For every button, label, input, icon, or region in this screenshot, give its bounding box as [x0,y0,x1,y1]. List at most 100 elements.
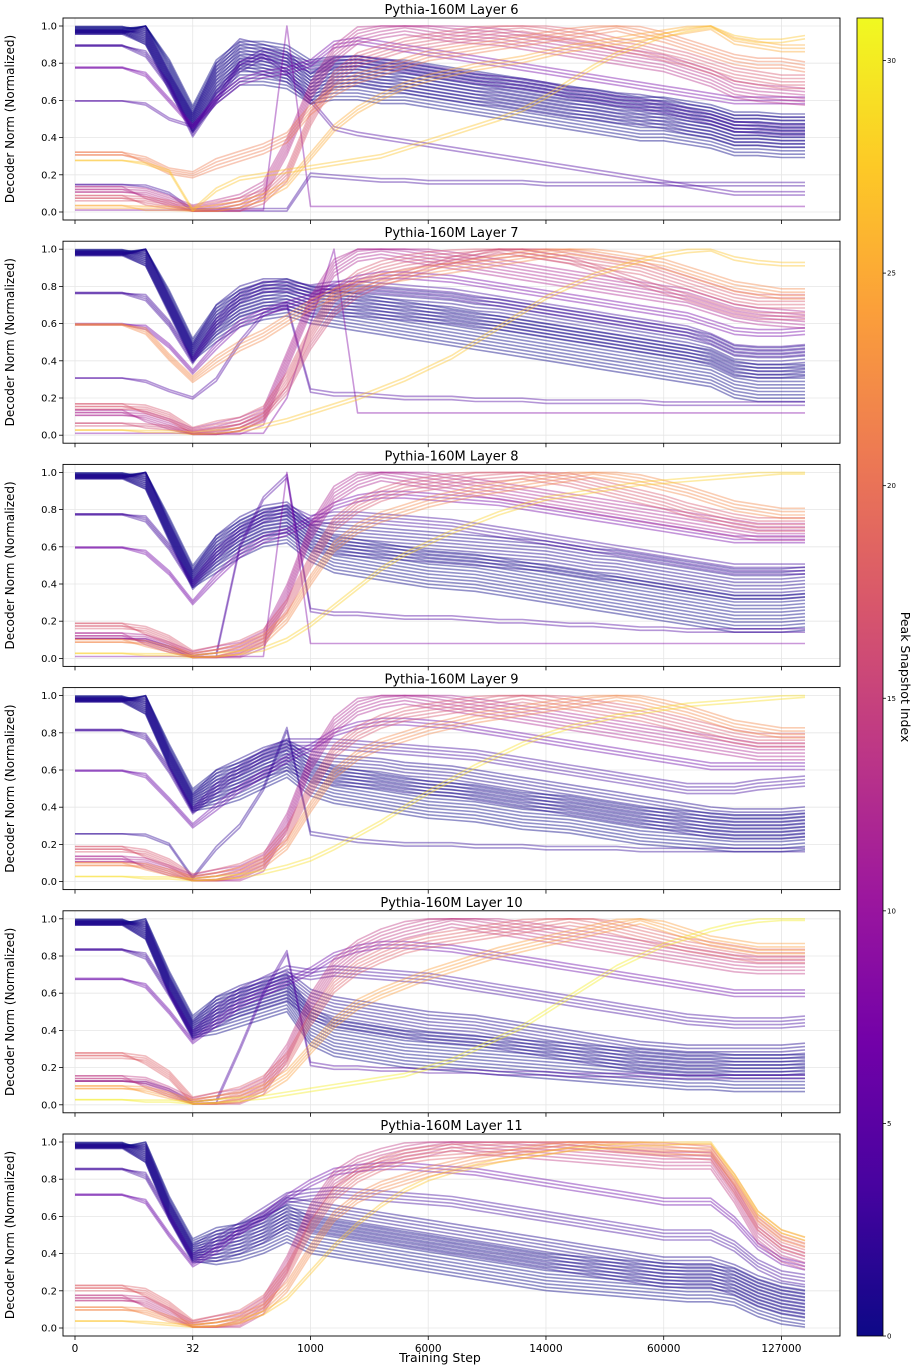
series-line-peak-1 [75,254,806,379]
y-tick-label: 0.8 [41,59,57,70]
series-line-peak-0 [75,472,806,617]
series-line-peak-0 [75,249,805,379]
panel-frame [62,463,841,667]
series-line-peak-3 [75,1168,806,1286]
series-line-peak-3 [75,510,805,586]
series-line-peak-29 [75,696,806,882]
series-line-peak-1 [75,248,806,349]
series-line-peak-17 [75,33,805,212]
series-line-peak-22 [75,248,805,378]
series-line-peak-14 [75,926,805,1105]
series-line-peak-0 [75,471,806,597]
y-tick-label: 0.0 [41,877,57,888]
series-line-peak-17 [75,694,805,877]
series-line-peak-12 [75,694,805,876]
series-line-peak-0 [75,249,805,376]
series-line-peak-3 [75,287,806,363]
series-line-peak-1 [75,697,806,814]
series-line-peak-7 [75,493,805,604]
series-line-peak-6 [75,1165,806,1268]
series-line-peak-22 [75,471,805,657]
series-line-peak-22 [75,1146,806,1328]
series-line-peak-0 [75,472,806,607]
series-line-peak-4 [75,53,805,193]
y-tick-label: 0.8 [41,728,57,739]
series-line-peak-0 [75,30,805,155]
panel-title: Pythia-160M Layer 6 [385,3,519,18]
series-line-peak-0 [75,695,806,823]
series-line-peak-27 [75,25,806,210]
series-line-peak-6 [75,717,805,825]
series-line-peak-29 [75,694,806,880]
series-line-peak-1 [75,471,806,573]
series-line-peak-0 [75,697,806,843]
series-line-peak-0 [75,697,806,826]
series-line-peak-22 [75,250,805,382]
colorbar-tick-label: 5 [887,1120,891,1128]
series-line-peak-3 [75,280,806,359]
series-line-peak-3 [75,283,806,361]
y-tick-label: 0.2 [41,394,57,405]
y-tick-label: 0.4 [41,133,57,144]
panel-layer-9: Pythia-160M Layer 9 Decoder Norm (Normali… [3,673,841,894]
series-line-peak-1 [75,251,806,359]
series-line-peak-22 [75,696,805,882]
series-line-peak-12 [75,248,806,430]
series-line-peak-0 [75,476,806,630]
series-line-peak-1 [75,250,806,356]
series-line-peak-17 [75,694,805,879]
series-line-peak-0 [75,31,805,159]
series-line-peak-1 [75,252,806,372]
series-line-peak-22 [75,248,805,380]
series-line-peak-0 [75,920,805,1083]
series-line-peak-0 [75,25,805,135]
series-line-peak-0 [75,248,805,373]
series-line-peak-0 [75,917,805,1056]
series-line-peak-1 [75,30,805,128]
series-line-peak-14 [75,1141,806,1326]
series-line-peak-1 [75,474,806,580]
series-line-peak-0 [75,695,806,833]
series-line-peak-12 [75,248,806,432]
series-line-peak-0 [75,1144,806,1322]
series-line-peak-12 [75,250,806,436]
panel-title: Pythia-160M Layer 8 [385,449,519,464]
series-line-peak-1 [75,31,805,142]
panel-title: Pythia-160M Layer 10 [380,896,522,911]
series-line-peak-0 [75,694,806,820]
x-tick-label: 0 [72,1343,79,1355]
series-line-peak-18 [75,917,805,1098]
series-line-peak-3 [75,175,805,212]
series-line-peak-16 [75,248,805,433]
y-tick-label: 0.6 [41,766,57,777]
series-line-peak-17 [75,694,805,875]
series-line-peak-4 [75,949,805,1103]
series-line-peak-1 [75,1143,806,1288]
colorbar-tick-label: 15 [887,695,896,703]
series-line-peak-0 [75,699,806,850]
series-line-peak-1 [75,476,806,597]
colorbar: 0 5 10 15 20 25 30 Peak Snapshot Index [856,17,913,1341]
series-line-peak-17 [75,471,805,656]
series-line-peak-4 [75,476,805,659]
series-line-peak-1 [75,253,806,376]
series-line-peak-0 [75,919,805,1079]
y-tick-label: 0.4 [41,803,57,814]
series-line-peak-1 [75,32,805,145]
series-line-peak-12 [75,471,805,653]
series-group [75,248,806,436]
series-line-peak-30 [75,917,805,1103]
series-line-peak-12 [75,473,805,659]
series-line-peak-14 [75,1142,806,1328]
series-line-peak-6 [75,1168,806,1271]
series-line-peak-12 [75,699,805,882]
series-line-peak-1 [75,473,806,587]
series-line-peak-0 [75,28,805,149]
series-line-peak-0 [75,473,806,610]
series-line-peak-3 [75,290,806,365]
series-line-peak-22 [75,699,805,882]
series-line-peak-13 [75,25,806,210]
y-tick-label: 0.6 [41,989,57,1000]
series-line-peak-1 [75,27,805,122]
